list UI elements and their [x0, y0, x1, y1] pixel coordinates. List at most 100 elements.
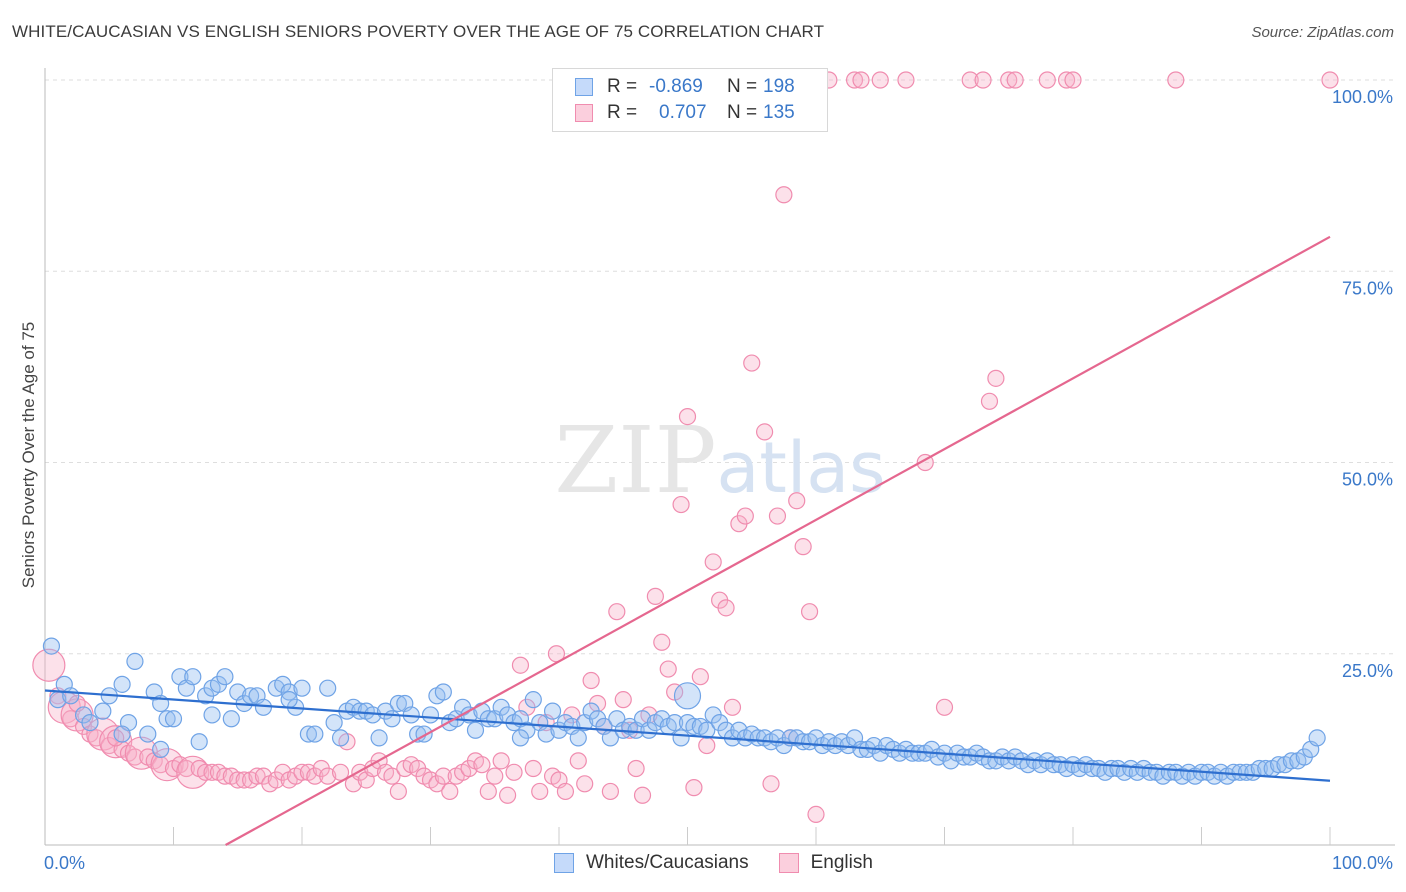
- data-point: [81, 713, 99, 732]
- data-point: [601, 782, 620, 801]
- data-point: [479, 782, 497, 801]
- data-point: [486, 767, 504, 785]
- data-point: [466, 721, 485, 739]
- series-label-whites: Whites/Caucasians: [586, 852, 749, 873]
- data-point: [556, 782, 575, 801]
- data-point: [511, 729, 530, 747]
- data-point: [627, 759, 645, 778]
- y-axis-label: Seniors Poverty Over the Age of 75: [19, 322, 38, 588]
- data-point: [608, 603, 626, 621]
- data-point: [190, 733, 208, 751]
- data-point: [1282, 752, 1301, 770]
- legend-n-label: N =: [727, 76, 758, 97]
- data-point: [434, 767, 452, 785]
- data-point: [768, 507, 787, 525]
- data-point: [788, 492, 806, 510]
- data-point: [897, 71, 915, 89]
- data-point: [473, 756, 491, 774]
- data-point: [903, 744, 921, 762]
- legend-r-label: R =: [607, 102, 638, 123]
- legend-row-english: R = 0.707 N = 135: [575, 101, 795, 125]
- data-point: [794, 733, 812, 751]
- data-point: [319, 767, 337, 785]
- data-point: [216, 767, 234, 785]
- watermark: ZIPatlas: [554, 407, 885, 514]
- data-point: [673, 682, 702, 710]
- series-legend-whites[interactable]: Whites/Caucasians: [554, 852, 749, 874]
- data-point: [800, 603, 819, 621]
- data-point: [87, 729, 106, 747]
- trend-line: [225, 235, 1331, 846]
- legend-swatch-english: [575, 104, 593, 122]
- data-point: [197, 763, 215, 781]
- data-point: [961, 71, 979, 89]
- data-point: [1006, 71, 1024, 89]
- data-point: [184, 668, 202, 686]
- trend-line: [44, 689, 1331, 782]
- data-point: [678, 408, 697, 426]
- data-point: [139, 725, 157, 743]
- x-tick-label: 0.0%: [44, 853, 85, 873]
- data-point: [94, 702, 112, 720]
- data-point: [505, 763, 523, 781]
- data-point: [1038, 71, 1056, 89]
- series-swatch-whites: [554, 853, 574, 873]
- data-point: [666, 713, 684, 732]
- data-point: [383, 710, 401, 728]
- data-point: [569, 752, 587, 770]
- data-point: [299, 725, 318, 743]
- data-point: [531, 782, 549, 801]
- data-point: [32, 648, 66, 682]
- data-point: [775, 186, 793, 204]
- data-point: [524, 691, 542, 709]
- data-point: [441, 782, 459, 801]
- data-point: [698, 736, 716, 755]
- data-point: [1321, 71, 1339, 89]
- data-point: [177, 759, 195, 778]
- data-point: [717, 599, 735, 617]
- data-point: [331, 729, 350, 747]
- y-tick-label: 50.0%: [1342, 470, 1393, 490]
- data-point: [511, 656, 530, 674]
- y-tick-label: 25.0%: [1342, 661, 1393, 681]
- data-point: [499, 786, 517, 804]
- data-point: [383, 767, 401, 785]
- data-point: [152, 756, 170, 774]
- data-point: [164, 710, 183, 728]
- data-point: [685, 717, 703, 736]
- legend-swatch-whites: [575, 78, 593, 96]
- data-point: [42, 637, 61, 655]
- series-label-english: English: [810, 852, 873, 873]
- data-point: [434, 683, 452, 701]
- data-point: [852, 71, 870, 89]
- data-point: [614, 691, 632, 709]
- data-point: [524, 759, 542, 778]
- legend-n-label: N =: [727, 102, 758, 123]
- data-point: [62, 710, 80, 728]
- data-point: [152, 740, 170, 758]
- data-point: [126, 748, 144, 766]
- data-point: [126, 652, 144, 671]
- y-tick-label: 75.0%: [1342, 278, 1393, 298]
- y-tick-label: 100.0%: [1332, 87, 1393, 107]
- data-point: [980, 392, 999, 410]
- data-point: [633, 786, 652, 804]
- data-point: [113, 725, 131, 743]
- data-point: [389, 782, 407, 801]
- data-point: [492, 752, 510, 770]
- data-point: [421, 706, 440, 724]
- data-point: [203, 763, 221, 781]
- white-points: [42, 637, 1326, 785]
- data-point: [293, 763, 311, 781]
- series-legend-english[interactable]: English: [778, 852, 873, 874]
- data-point: [280, 691, 298, 709]
- grid-layer: [45, 79, 1395, 655]
- series-swatch-english: [778, 853, 799, 873]
- data-point: [569, 729, 587, 747]
- data-point: [659, 660, 677, 678]
- data-point: [576, 775, 594, 793]
- data-point: [248, 767, 266, 785]
- data-point: [1231, 763, 1249, 781]
- data-point: [646, 587, 664, 605]
